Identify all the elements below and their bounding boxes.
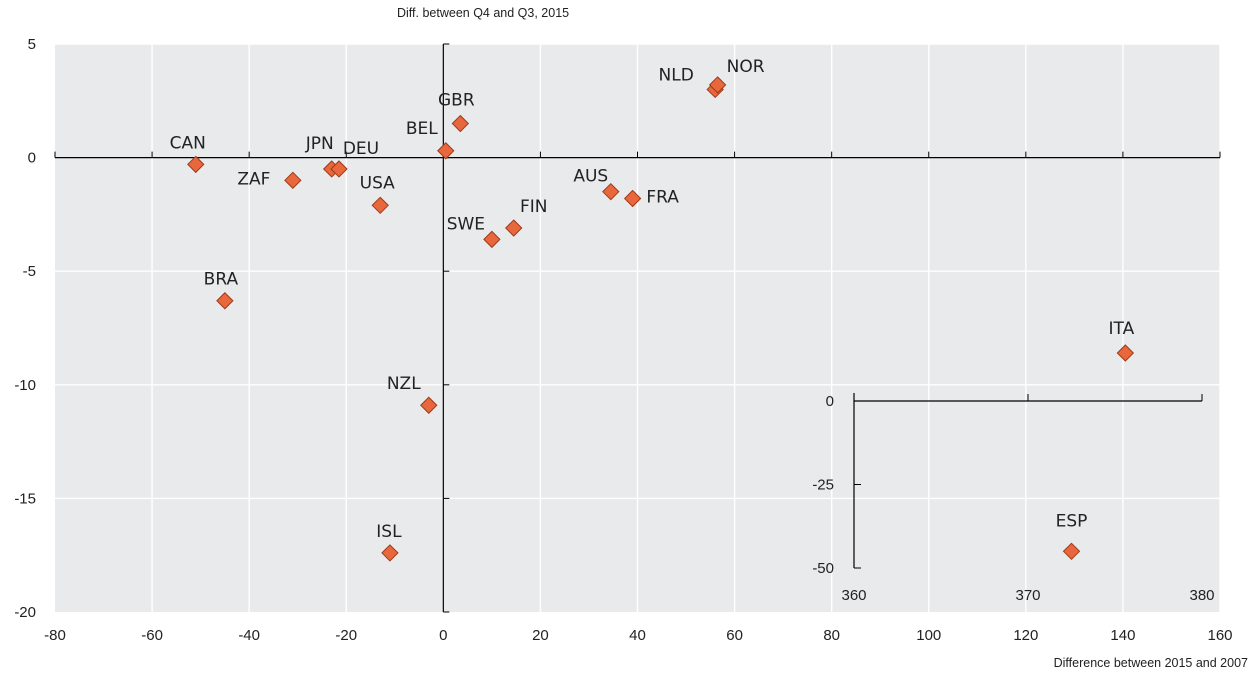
x-axis-title: Difference between 2015 and 2007 [1054, 656, 1248, 670]
point-label-fin: FIN [520, 197, 548, 217]
point-label-bel: BEL [406, 119, 438, 139]
point-label-bra: BRA [204, 270, 239, 290]
point-label-jpn: JPN [305, 134, 334, 154]
y-tick-label: -20 [14, 604, 36, 621]
point-label-nld: NLD [659, 65, 694, 85]
point-marker-deu [330, 160, 348, 178]
point-label-deu: DEU [343, 139, 379, 159]
point-marker-nzl [420, 396, 438, 414]
x-tick-label: 140 [1110, 627, 1135, 644]
inset-x-tick-label: 360 [841, 587, 866, 604]
y-tick-label: -10 [14, 377, 36, 394]
y-tick-label: 5 [28, 36, 36, 53]
point-label-aus: AUS [573, 167, 608, 187]
point-marker-gbr [451, 114, 470, 133]
point-marker-can [187, 155, 205, 174]
point-label-can: CAN [170, 133, 206, 153]
point-marker-fra [623, 189, 642, 208]
inset-y-tick-label: -50 [812, 560, 834, 577]
point-marker-bra [216, 292, 234, 310]
x-tick-label: 100 [916, 627, 941, 644]
x-tick-label: -40 [238, 627, 260, 644]
point-label-esp: ESP [1056, 511, 1088, 531]
point-label-nor: NOR [727, 57, 765, 77]
point-marker-isl [381, 544, 399, 562]
grid-lines [55, 43, 1221, 612]
y-tick-label: -15 [14, 490, 36, 507]
x-tick-label: 20 [532, 627, 549, 644]
point-label-swe: SWE [447, 214, 485, 234]
y-tick-label: 0 [28, 150, 36, 167]
axes [54, 43, 1221, 613]
x-tick-label: 40 [629, 627, 646, 644]
point-label-nzl: NZL [387, 374, 421, 394]
point-marker-bel [437, 142, 455, 160]
point-marker-swe [483, 230, 501, 249]
point-label-usa: USA [360, 173, 396, 193]
point-label-fra: FRA [646, 187, 679, 207]
point-marker-aus [602, 182, 620, 201]
point-marker-usa [371, 196, 389, 215]
tick-labels: -80 -60 -40 -20 0 20 40 60 80 100 120 140 160 5 0 -5 -10… [14, 36, 1232, 644]
point-label-gbr: GBR [438, 91, 475, 111]
point-label-isl: ISL [376, 522, 402, 542]
y-axis-title: Diff. between Q4 and Q3, 2015 [397, 6, 569, 20]
x-tick-label: 80 [823, 627, 840, 644]
x-tick-label: 60 [726, 627, 743, 644]
x-tick-label: 120 [1013, 627, 1038, 644]
x-tick-label: 0 [439, 627, 447, 644]
inset-y-tick-label: -25 [812, 477, 834, 494]
inset-y-tick-label: 0 [826, 393, 834, 410]
point-label-ita: ITA [1108, 319, 1134, 339]
inset-x-tick-label: 380 [1189, 587, 1214, 604]
point-marker-zaf [284, 171, 302, 190]
point-marker-ita [1116, 344, 1135, 362]
y-tick-label: -5 [23, 263, 36, 280]
point-label-zaf: ZAF [237, 169, 270, 189]
point-marker-nor [708, 76, 727, 94]
x-tick-label: -20 [335, 627, 357, 644]
point-marker-esp [1062, 542, 1081, 561]
point-marker-fin [505, 219, 523, 237]
x-tick-label: -60 [141, 627, 163, 644]
x-tick-label: -80 [44, 627, 66, 644]
x-tick-label: 160 [1207, 627, 1232, 644]
inset-chart: 360 370 380 0 -25 -50 ESP [812, 393, 1215, 604]
inset-x-tick-label: 370 [1015, 587, 1040, 604]
